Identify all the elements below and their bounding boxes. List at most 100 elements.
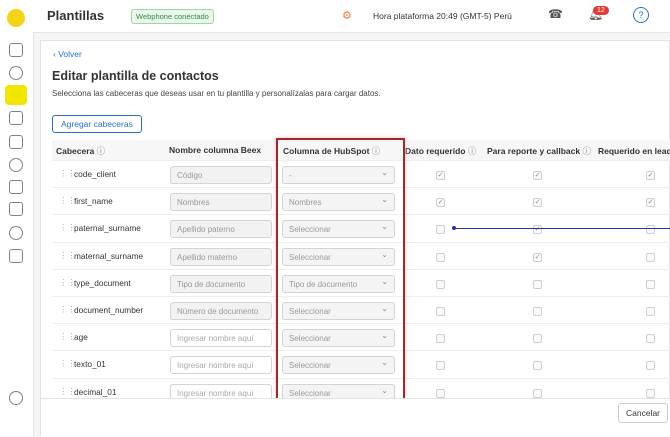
hubspot-select[interactable]: Seleccionar ⌄ xyxy=(282,247,395,266)
column-header: Requerido en leads ⓘ xyxy=(598,146,670,156)
hubspot-select[interactable]: Seleccionar ⌄ xyxy=(282,383,395,398)
checkbox[interactable] xyxy=(533,388,542,398)
checkbox[interactable]: ✓ xyxy=(533,171,542,180)
checkbox[interactable] xyxy=(646,334,655,344)
nav-icon[interactable] xyxy=(9,180,23,194)
footer: Cancelar xyxy=(41,398,670,437)
checkbox[interactable] xyxy=(533,279,542,289)
nav-icon[interactable] xyxy=(9,43,23,57)
beex-input[interactable]: Número de documento xyxy=(170,302,272,320)
header-name: first_name xyxy=(74,196,113,207)
checkbox[interactable] xyxy=(646,388,655,398)
chevron: ⌄ xyxy=(381,195,388,205)
hubspot-select[interactable]: Seleccionar ⌄ xyxy=(282,356,395,375)
row-divider xyxy=(52,323,670,325)
checkbox[interactable] xyxy=(436,307,445,316)
checkbox[interactable] xyxy=(436,252,445,262)
nav-icon-active[interactable] xyxy=(5,85,27,105)
beex-input[interactable]: Nombres xyxy=(170,193,272,212)
back-link[interactable]: ‹ Volver xyxy=(53,49,82,59)
chevron: ⌄ xyxy=(381,358,388,368)
row-divider xyxy=(52,268,670,270)
table-header xyxy=(52,140,670,160)
beex-input[interactable]: Apellido paterno xyxy=(170,220,272,239)
beex-input[interactable]: Tipo de documento xyxy=(170,274,272,293)
checkbox[interactable]: ✓ xyxy=(533,225,542,235)
row-divider xyxy=(52,187,670,189)
info-icon[interactable]: ⓘ xyxy=(369,146,381,156)
checkbox[interactable] xyxy=(646,225,655,235)
hubspot-select[interactable]: Tipo de documento ⌄ xyxy=(282,274,395,293)
clock: Hora plataforma 20:49 (GMT-5) Perú xyxy=(373,11,512,21)
column-header: Columna de HubSpot ⓘ xyxy=(283,146,381,156)
hubspot-select[interactable]: - ⌄ xyxy=(282,166,395,184)
drag-handle[interactable]: ⋮⋮ xyxy=(59,168,76,178)
topbar: Plantillas Webphone conectado ⚙ Hora pla… xyxy=(33,0,670,33)
guide-line xyxy=(453,228,670,229)
beex-input[interactable]: Código xyxy=(170,166,272,184)
chevron: ⌄ xyxy=(381,249,388,259)
checkbox[interactable] xyxy=(533,361,542,371)
header-name: code_client xyxy=(74,169,116,179)
phone-icon[interactable]: ☎ xyxy=(548,7,563,21)
checkbox[interactable] xyxy=(646,307,655,316)
beex-input[interactable]: Ingresar nombre aquí xyxy=(170,383,272,398)
drag-handle[interactable]: ⋮⋮ xyxy=(59,304,76,314)
column-header: Cabecera ⓘ xyxy=(56,146,106,156)
checkbox[interactable]: ✓ xyxy=(533,198,542,208)
checkbox[interactable]: ✓ xyxy=(646,171,655,180)
checkbox[interactable] xyxy=(436,361,445,371)
nav-icon[interactable] xyxy=(9,111,23,125)
drag-handle[interactable]: ⋮⋮ xyxy=(59,222,76,233)
checkbox[interactable] xyxy=(436,334,445,344)
help-icon[interactable]: ? xyxy=(633,7,649,23)
nav-icon[interactable] xyxy=(9,249,23,263)
nav-icon[interactable] xyxy=(9,226,23,240)
chevron: ⌄ xyxy=(381,304,388,313)
checkbox[interactable] xyxy=(436,388,445,398)
checkbox[interactable] xyxy=(436,225,445,235)
page-title: Plantillas xyxy=(47,8,105,23)
hubspot-select[interactable]: Seleccionar ⌄ xyxy=(282,302,395,320)
subtitle: Selecciona las cabeceras que deseas usar… xyxy=(52,89,381,98)
checkbox[interactable] xyxy=(646,279,655,289)
drag-handle[interactable]: ⋮⋮ xyxy=(59,385,76,396)
checkbox[interactable] xyxy=(436,279,445,289)
drag-handle[interactable]: ⋮⋮ xyxy=(59,276,76,287)
nav-icon[interactable] xyxy=(9,135,23,149)
hubspot-select[interactable]: Nombres ⌄ xyxy=(282,193,395,212)
checkbox[interactable]: ✓ xyxy=(646,198,655,208)
hubspot-select[interactable]: Seleccionar ⌄ xyxy=(282,220,395,239)
info-icon[interactable]: ⓘ xyxy=(465,146,477,156)
checkbox[interactable]: ✓ xyxy=(436,198,445,208)
guide-dot xyxy=(452,226,456,230)
drag-handle[interactable]: ⋮⋮ xyxy=(59,249,76,260)
beex-input[interactable]: Ingresar nombre aquí xyxy=(170,356,272,375)
hubspot-select[interactable]: Seleccionar ⌄ xyxy=(282,329,395,348)
checkbox[interactable] xyxy=(646,361,655,371)
cancel-button[interactable]: Cancelar xyxy=(618,403,669,423)
add-button[interactable]: Agregar cabeceras xyxy=(52,115,142,133)
column-header: Para reporte y callback ⓘ xyxy=(487,146,591,156)
drag-handle[interactable]: ⋮⋮ xyxy=(59,331,76,342)
notification-count: 12 xyxy=(593,6,609,15)
heading: Editar plantilla de contactos xyxy=(52,69,219,83)
checkbox[interactable] xyxy=(533,307,542,316)
checkbox[interactable] xyxy=(533,334,542,344)
nav-icon[interactable] xyxy=(9,202,23,216)
logo[interactable] xyxy=(7,9,25,27)
settings-icon[interactable] xyxy=(9,391,23,405)
nav-icon[interactable] xyxy=(9,66,23,80)
info-icon[interactable]: ⓘ xyxy=(580,146,591,156)
checkbox[interactable] xyxy=(646,252,655,262)
beex-input[interactable]: Ingresar nombre aquí xyxy=(170,329,272,348)
beex-input[interactable]: Apellido materno xyxy=(170,247,272,266)
hubspot-icon[interactable]: ⚙ xyxy=(342,10,352,22)
back-text[interactable]: Volver xyxy=(58,49,82,59)
checkbox[interactable]: ✓ xyxy=(533,252,542,262)
checkbox[interactable]: ✓ xyxy=(436,171,445,180)
drag-handle[interactable]: ⋮⋮ xyxy=(59,358,76,369)
nav-icon[interactable] xyxy=(9,158,23,172)
info-icon[interactable]: ⓘ xyxy=(94,146,106,156)
drag-handle[interactable]: ⋮⋮ xyxy=(59,195,76,206)
